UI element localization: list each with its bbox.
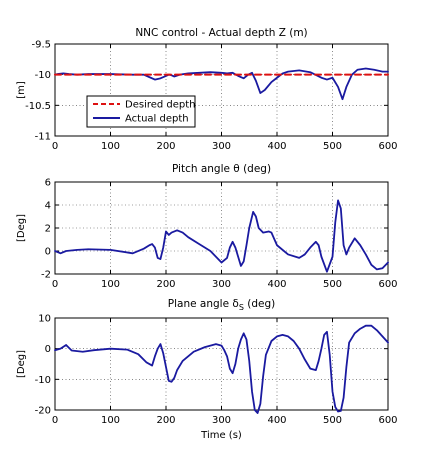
depth-x-tick-label: 400 — [267, 141, 286, 152]
plane-angle-x-tick-label: 0 — [52, 415, 58, 426]
legend-label-actual-depth: Actual depth — [125, 114, 189, 125]
plane-angle-y-tick-label: -20 — [35, 406, 51, 417]
pitch-plot-title: Pitch angle θ (deg) — [172, 163, 271, 175]
depth-plot-panel: NNC control - Actual depth Z (m) 0 100 200… — [16, 27, 398, 152]
pitch-y-ticks: -2 0 2 4 6 — [41, 178, 388, 281]
pitch-series-line-0 — [54, 199, 389, 273]
plane-angle-y-tick-label: 10 — [38, 314, 51, 325]
plane-angle-y-tick-label: -10 — [35, 375, 51, 386]
depth-x-tick-label: 200 — [156, 141, 175, 152]
plane-angle-x-tick-label: 200 — [156, 415, 175, 426]
pitch-x-tick-label: 500 — [323, 279, 342, 290]
pitch-x-tick-label: 200 — [156, 279, 175, 290]
depth-y-tick-label: -10.5 — [25, 101, 51, 112]
pitch-series — [54, 199, 389, 273]
legend-box — [86, 95, 196, 128]
pitch-x-tick-label: 400 — [267, 279, 286, 290]
plane-angle-series-line-0 — [54, 324, 389, 414]
depth-x-tick-label: 0 — [52, 141, 58, 152]
plane-angle-x-tick-label: 500 — [323, 415, 342, 426]
depth-y-tick-label: -9.5 — [31, 40, 51, 51]
pitch-x-tick-label: 300 — [212, 279, 231, 290]
pitch-y-tick-label: 4 — [45, 201, 51, 212]
plane-angle-x-tick-label: 600 — [378, 415, 397, 426]
depth-x-tick-label: 600 — [378, 141, 397, 152]
legend-label-desired-depth: Desired depth — [125, 100, 196, 111]
pitch-plot-panel: Pitch angle θ (deg) 0 100 200 300 400 500 600 … — [16, 163, 398, 290]
pitch-y-tick-label: 0 — [45, 247, 51, 258]
depth-x-ticks: 0 100 200 300 400 500 600 — [52, 44, 398, 152]
plane-angle-x-tick-label: 300 — [212, 415, 231, 426]
depth-x-tick-label: 300 — [212, 141, 231, 152]
plane-angle-x-tick-label: 100 — [101, 415, 120, 426]
depth-y-tick-label: -11 — [35, 132, 51, 143]
depth-plot-title: NNC control - Actual depth Z (m) — [135, 27, 307, 39]
depth-x-tick-label: 100 — [101, 141, 120, 152]
depth-legend: Desired depth Actual depth — [86, 95, 196, 128]
depth-ylabel: [m] — [16, 81, 27, 99]
depth-series — [54, 67, 389, 101]
pitch-ylabel: [Deg] — [16, 214, 27, 242]
plane-angle-series — [54, 324, 389, 414]
pitch-x-tick-label: 100 — [101, 279, 120, 290]
plane-angle-ylabel: [Deg] — [16, 350, 27, 378]
plane-angle-x-ticks: 0 100 200 300 400 500 600 — [52, 318, 398, 426]
pitch-y-tick-label: -2 — [41, 270, 51, 281]
pitch-x-tick-label: 600 — [378, 279, 397, 290]
plane-angle-plot-title: Plane angle δS (deg) — [168, 298, 275, 312]
depth-grid — [55, 44, 388, 136]
time-xlabel: Time (s) — [200, 430, 242, 441]
plane-angle-x-tick-label: 400 — [267, 415, 286, 426]
pitch-x-ticks: 0 100 200 300 400 500 600 — [52, 182, 398, 290]
plane-angle-title-subscript: S — [239, 303, 244, 312]
pitch-y-tick-label: 2 — [45, 224, 51, 235]
plane-angle-title-main: Plane angle δ — [168, 298, 239, 310]
depth-y-tick-label: -10 — [35, 70, 51, 81]
depth-x-tick-label: 500 — [323, 141, 342, 152]
plane-angle-title-suffix: (deg) — [244, 298, 275, 310]
plane-angle-plot-panel: Plane angle δS (deg) 0 100 200 300 400 500 600… — [16, 298, 398, 441]
plane-angle-y-tick-label: 0 — [45, 344, 51, 355]
pitch-x-tick-label: 0 — [52, 279, 58, 290]
pitch-y-tick-label: 6 — [45, 178, 51, 189]
